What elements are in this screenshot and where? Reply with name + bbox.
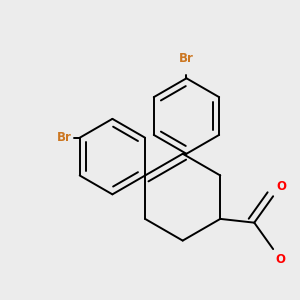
- Text: O: O: [275, 253, 285, 266]
- Text: O: O: [276, 180, 286, 193]
- Text: Br: Br: [179, 52, 194, 65]
- Text: Br: Br: [57, 131, 72, 144]
